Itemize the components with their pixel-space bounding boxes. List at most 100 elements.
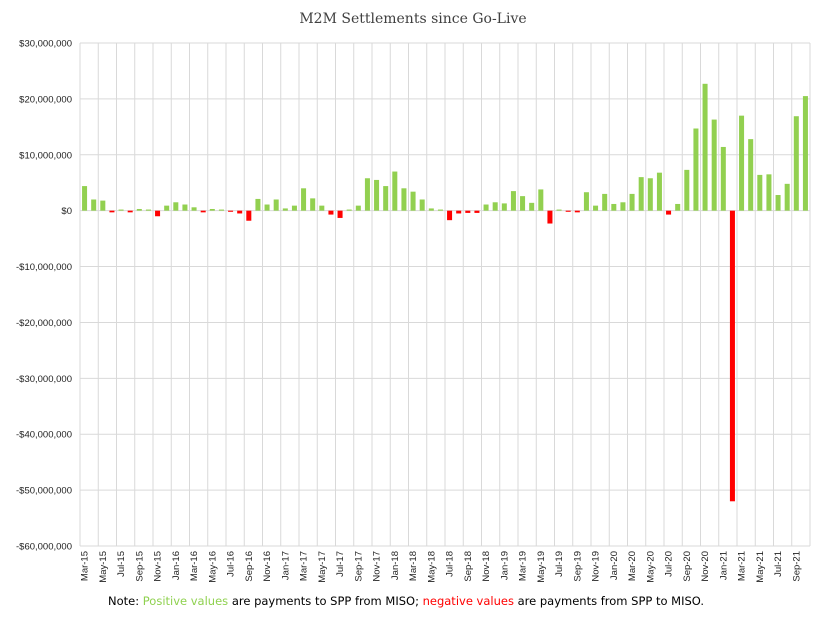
bar-Sep-19 [574, 210, 580, 213]
y-tick-label: -$40,000,000 [16, 430, 72, 441]
bar-Jan-21 [720, 146, 726, 211]
bar-Jan-18 [392, 171, 398, 211]
bar-Mar-20 [629, 193, 635, 211]
bar-Jun-16 [218, 209, 224, 211]
y-tick-label: $30,000,000 [19, 39, 72, 50]
y-tick-label: -$50,000,000 [16, 486, 72, 497]
x-tick-label: Jan-18 [390, 551, 401, 580]
note-negative-label: negative values [422, 594, 514, 608]
bar-Jul-15 [118, 209, 124, 211]
bar-Feb-21 [729, 210, 735, 502]
y-tick-label: -$20,000,000 [16, 318, 72, 329]
x-tick-label: Mar-18 [408, 551, 419, 581]
x-tick-label: Mar-19 [518, 551, 529, 581]
x-tick-label: May-18 [426, 551, 437, 583]
x-tick-label: Sep-17 [353, 551, 364, 582]
note-middle: are payments to SPP from MISO; [228, 594, 423, 608]
x-tick-label: Jul-16 [226, 551, 237, 577]
x-tick-label: Jan-17 [280, 551, 291, 580]
x-tick-label: Sep-16 [244, 551, 255, 582]
x-tick-label: Jan-19 [499, 551, 510, 580]
bar-Aug-15 [127, 210, 133, 213]
footnote: Note: Positive values are payments to SP… [108, 594, 704, 608]
bar-Dec-19 [602, 193, 608, 211]
note-prefix: Note: [108, 594, 143, 608]
bar-Sep-18 [465, 210, 471, 213]
bar-Jul-21 [775, 195, 781, 211]
bar-Nov-16 [264, 204, 270, 211]
bar-chart: $30,000,000 $20,000,000 $10,000,000 $0 -$10,… [16, 39, 811, 583]
x-tick-label: May-19 [536, 551, 547, 583]
bar-Feb-20 [620, 202, 626, 211]
note-positive-label: Positive values [142, 594, 229, 608]
y-tick-label: -$30,000,000 [16, 374, 72, 385]
chart-title: M2M Settlements since Go-Live [299, 11, 527, 27]
y-tick-label: $0 [61, 206, 72, 217]
bar-Mar-16 [191, 207, 197, 211]
x-tick-label: May-15 [98, 551, 109, 583]
bar-Oct-15 [145, 209, 151, 211]
bar-Nov-20 [702, 83, 708, 211]
bar-Dec-16 [273, 199, 279, 211]
bar-May-17 [319, 205, 325, 211]
bar-Jul-20 [666, 210, 672, 215]
bar-Nov-17 [374, 179, 380, 211]
bar-Jan-19 [501, 203, 507, 211]
bar-Jul-17 [337, 210, 343, 218]
bar-Jul-19 [556, 209, 562, 211]
x-tick-label: May-16 [207, 551, 218, 583]
gridlines [79, 42, 811, 547]
x-tick-label: Jan-16 [171, 551, 182, 580]
y-tick-label: -$10,000,000 [16, 262, 72, 273]
bar-Apr-15 [91, 199, 97, 211]
bar-Mar-21 [739, 115, 745, 211]
bar-Jun-15 [109, 210, 115, 213]
bar-Oct-19 [583, 192, 589, 211]
x-tick-label: Mar-15 [80, 551, 91, 581]
bar-Oct-20 [693, 128, 699, 211]
x-tick-label: Jan-20 [609, 551, 620, 580]
y-tick-label: $20,000,000 [19, 94, 72, 105]
x-tick-label: Sep-21 [791, 551, 802, 582]
bar-Jan-17 [282, 208, 288, 211]
bar-Sep-15 [136, 208, 142, 211]
x-tick-label: Jul-15 [116, 551, 127, 577]
x-tick-label: Nov-20 [700, 551, 711, 582]
bar-May-20 [647, 178, 653, 211]
bar-Feb-19 [510, 191, 516, 211]
x-tick-label: Mar-17 [299, 551, 310, 581]
bar-Feb-16 [182, 204, 188, 211]
x-tick-label: Jan-21 [718, 551, 729, 580]
bar-Oct-18 [474, 210, 480, 213]
bar-Nov-18 [483, 204, 489, 211]
bar-Jun-17 [328, 210, 334, 215]
bar-May-19 [538, 189, 544, 211]
bar-Mar-15 [82, 186, 88, 211]
bar-Apr-17 [310, 198, 316, 211]
bar-Jul-16 [228, 210, 234, 212]
bar-Mar-17 [301, 188, 307, 211]
bar-Oct-16 [255, 198, 261, 211]
bar-Apr-21 [748, 139, 754, 211]
bar-Aug-16 [237, 210, 243, 214]
bar-Sep-20 [684, 169, 690, 211]
bar-Jan-20 [611, 203, 617, 211]
bars [82, 83, 808, 502]
bar-Mar-18 [410, 191, 416, 211]
bar-Oct-21 [802, 96, 808, 211]
bar-Dec-17 [383, 186, 389, 211]
bar-Sep-17 [355, 205, 361, 211]
bar-Aug-21 [784, 183, 790, 211]
y-tick-label: $10,000,000 [19, 150, 72, 161]
bar-Jun-21 [766, 174, 772, 211]
x-tick-label: Jul-18 [445, 551, 456, 577]
y-axis: $30,000,000 $20,000,000 $10,000,000 $0 -$10,… [16, 39, 72, 553]
x-tick-label: Nov-17 [372, 551, 383, 582]
x-tick-label: Sep-15 [134, 551, 145, 582]
bar-May-21 [757, 174, 763, 211]
bar-Jun-18 [437, 209, 443, 211]
x-tick-label: Sep-18 [463, 551, 474, 582]
bar-Sep-16 [246, 210, 252, 221]
x-tick-label: Nov-19 [591, 551, 602, 582]
bar-Dec-15 [164, 205, 170, 211]
